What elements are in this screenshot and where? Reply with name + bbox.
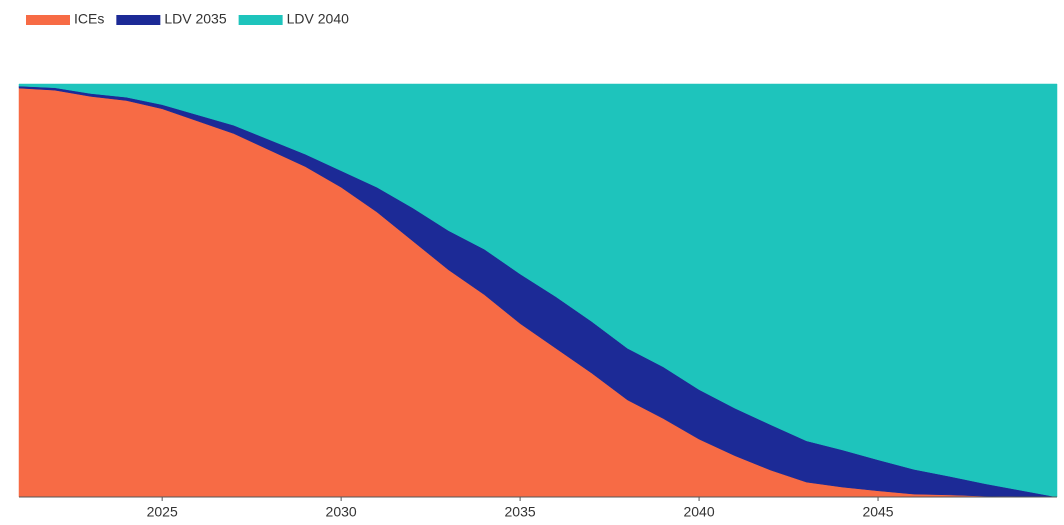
legend-label[interactable]: ICEs (74, 11, 104, 27)
legend-swatch[interactable] (26, 15, 70, 25)
legend-swatch[interactable] (238, 15, 283, 25)
x-tick-label: 2035 (505, 504, 536, 520)
legend-label[interactable]: LDV 2040 (287, 11, 349, 27)
x-tick-label: 2025 (147, 504, 178, 520)
legend-label[interactable]: LDV 2035 (164, 11, 226, 27)
x-tick-label: 2045 (862, 504, 893, 520)
x-tick-label: 2040 (683, 504, 714, 520)
x-tick-label: 2030 (326, 504, 357, 520)
legend-swatch[interactable] (116, 15, 161, 25)
